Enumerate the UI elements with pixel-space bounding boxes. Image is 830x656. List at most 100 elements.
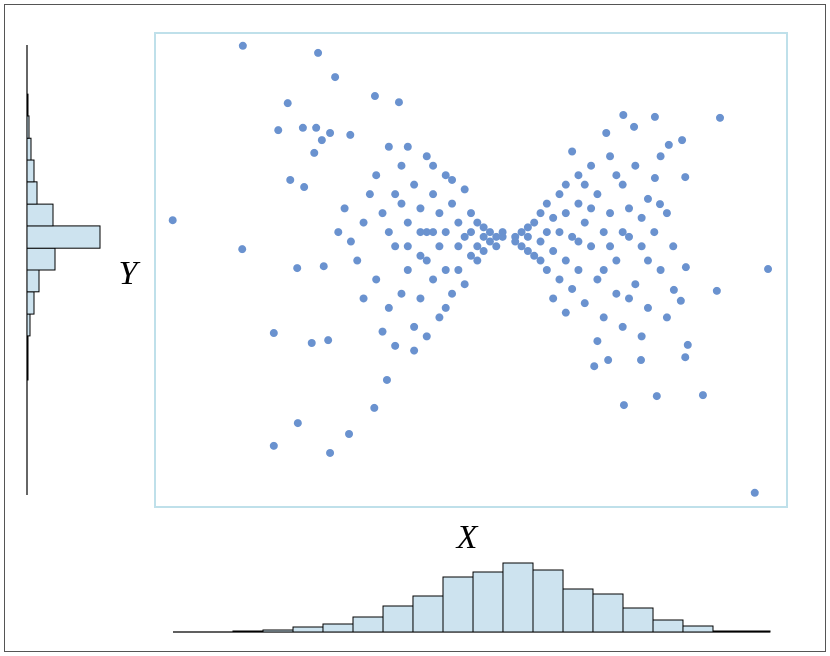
point [485, 237, 494, 246]
point [555, 228, 564, 237]
point [637, 213, 646, 222]
point [650, 228, 659, 237]
hist-bar [232, 630, 264, 633]
point [391, 190, 400, 199]
point [454, 266, 463, 274]
hist-bar [352, 616, 384, 633]
point [422, 332, 431, 341]
point [298, 123, 307, 132]
point [511, 237, 520, 246]
point [681, 173, 690, 182]
point [530, 218, 539, 227]
point [317, 136, 326, 145]
point [587, 161, 596, 170]
point [370, 92, 379, 101]
point [345, 430, 354, 439]
hist-bar [562, 588, 594, 633]
point [625, 294, 633, 303]
hist-bar [322, 623, 354, 633]
point [310, 148, 319, 157]
point [656, 266, 665, 274]
point [448, 175, 457, 184]
hist-bar [26, 115, 30, 139]
point [448, 199, 457, 208]
point [479, 247, 488, 256]
point [397, 289, 406, 298]
y-axis-label: Y [119, 255, 141, 292]
point [326, 448, 335, 457]
point [590, 362, 599, 371]
point [650, 112, 659, 121]
point [599, 313, 608, 322]
hist-bar [592, 593, 624, 633]
point [574, 266, 583, 274]
point [346, 130, 355, 139]
point [460, 185, 469, 194]
point [479, 232, 488, 241]
point [286, 175, 295, 184]
point [637, 242, 646, 251]
hist-bar [682, 625, 714, 633]
point [370, 403, 379, 412]
point [410, 346, 419, 355]
point [340, 204, 349, 213]
point [378, 209, 387, 218]
point [319, 262, 328, 271]
point [269, 441, 278, 450]
point [599, 228, 608, 237]
point [307, 338, 316, 347]
point [612, 289, 621, 298]
point [542, 266, 551, 274]
point [536, 209, 545, 218]
point [536, 237, 545, 246]
point [643, 303, 652, 312]
point [561, 256, 570, 265]
point [587, 242, 596, 251]
point [606, 209, 615, 218]
point [555, 275, 564, 284]
point [492, 232, 501, 241]
point [650, 174, 659, 183]
point [460, 232, 469, 241]
hist-bar [26, 159, 35, 183]
point [599, 266, 608, 274]
point [422, 152, 431, 161]
point [561, 180, 570, 189]
hist-bar [532, 569, 564, 633]
point [643, 194, 652, 203]
point [580, 218, 589, 227]
hist-bar [26, 203, 54, 227]
point [750, 488, 759, 497]
point [656, 152, 665, 161]
point [676, 296, 685, 305]
point [441, 228, 450, 237]
point [492, 242, 501, 251]
point [619, 111, 628, 120]
point [283, 99, 292, 108]
point [669, 242, 678, 251]
point [397, 161, 406, 170]
point [391, 242, 400, 251]
point [391, 341, 400, 350]
point [549, 294, 558, 303]
hist-bar [712, 630, 744, 633]
point [422, 228, 431, 237]
point [523, 232, 532, 241]
point [454, 242, 463, 251]
point [669, 285, 678, 294]
point [429, 275, 438, 284]
point [681, 353, 690, 362]
point [542, 228, 551, 237]
point [678, 136, 687, 145]
hist-bar [502, 562, 534, 633]
point [561, 209, 570, 218]
point [716, 113, 725, 122]
hist-bar [26, 357, 29, 381]
point [410, 180, 419, 189]
point [372, 171, 381, 180]
point [637, 356, 646, 365]
point [602, 129, 611, 138]
point [574, 199, 583, 208]
hist-bar [382, 605, 414, 633]
hist-bar [26, 247, 56, 271]
